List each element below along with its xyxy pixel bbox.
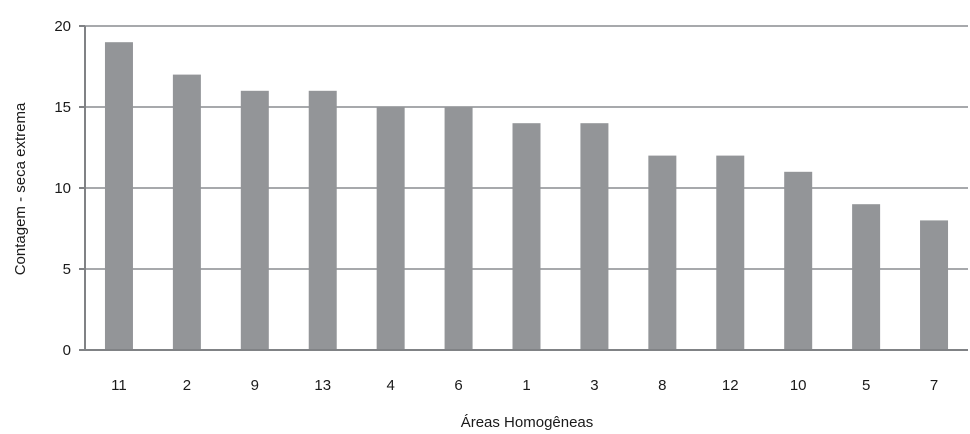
bar-1 xyxy=(512,123,541,350)
x-tick-label: 8 xyxy=(658,377,666,394)
x-tick-label: 1 xyxy=(522,377,530,394)
x-axis-title: Áreas Homogêneas xyxy=(461,414,594,431)
y-tick-label: 10 xyxy=(54,180,71,197)
bar-11 xyxy=(104,42,133,350)
x-tick-label: 13 xyxy=(314,377,331,394)
bar-5 xyxy=(852,204,881,350)
bar-13 xyxy=(308,90,337,351)
bars xyxy=(104,42,949,351)
x-tick-label: 10 xyxy=(790,377,807,394)
x-tick-label: 4 xyxy=(386,377,394,394)
x-tick-label: 9 xyxy=(251,377,259,394)
bar-8 xyxy=(648,155,677,350)
x-tick-label: 6 xyxy=(454,377,462,394)
bar-4 xyxy=(376,107,405,350)
x-tick-label: 2 xyxy=(183,377,191,394)
bar-7 xyxy=(920,220,949,350)
y-axis-title: Contagem - seca extrema xyxy=(12,102,29,275)
bar-6 xyxy=(444,107,473,350)
y-tick-label: 15 xyxy=(54,99,71,116)
x-tick-label: 5 xyxy=(862,377,870,394)
y-tick-labels: 0 5 10 15 20 xyxy=(54,18,85,359)
y-tick-label: 0 xyxy=(63,342,71,359)
x-tick-labels: 11 2 9 13 4 6 1 3 8 12 10 5 7 xyxy=(111,377,938,394)
bar-12 xyxy=(716,155,745,350)
x-tick-label: 11 xyxy=(111,377,127,394)
bar-9 xyxy=(240,90,269,351)
x-tick-label: 3 xyxy=(590,377,598,394)
x-tick-label: 7 xyxy=(930,377,938,394)
y-tick-label: 5 xyxy=(63,261,71,278)
bar-3 xyxy=(580,123,609,350)
bar-10 xyxy=(784,171,813,350)
x-tick-label: 12 xyxy=(722,377,739,394)
bar-2 xyxy=(172,74,201,350)
y-tick-label: 20 xyxy=(54,18,71,35)
